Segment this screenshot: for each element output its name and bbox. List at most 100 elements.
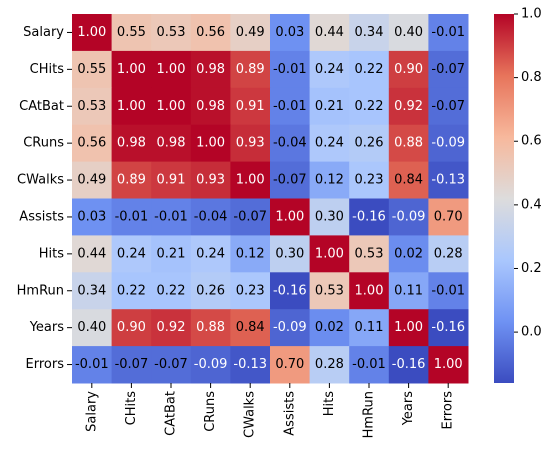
cell <box>270 161 311 199</box>
cell <box>309 124 350 163</box>
cell <box>270 124 311 163</box>
cell-label: 0.24 <box>196 246 225 261</box>
colorbar-tick-label: 1.0 <box>521 7 542 22</box>
cell <box>309 309 350 347</box>
cell-label: -0.01 <box>352 357 386 372</box>
cell <box>72 198 113 236</box>
cell-label: 0.90 <box>117 320 146 335</box>
x-tick-label: CHits <box>124 391 139 426</box>
y-tick-label: Assists <box>19 209 64 224</box>
cell-label: 0.22 <box>355 99 384 114</box>
cell <box>270 309 311 347</box>
cell <box>349 198 390 236</box>
cell <box>230 346 271 384</box>
cell <box>230 235 271 273</box>
cell-label: 1.00 <box>355 283 384 298</box>
cell-label: 0.40 <box>77 320 106 335</box>
cell <box>190 235 231 273</box>
cell-label: 0.28 <box>315 357 344 372</box>
cell-label: 0.53 <box>355 246 384 261</box>
cell <box>388 235 429 273</box>
cell-label: 0.03 <box>275 25 304 40</box>
cell <box>349 124 390 163</box>
cell <box>309 346 350 384</box>
cell-label: 0.30 <box>315 209 344 224</box>
cell-label: 0.28 <box>434 246 463 261</box>
cell-label: -0.16 <box>392 357 426 372</box>
cell <box>72 346 113 384</box>
cell <box>270 346 311 384</box>
cell <box>309 87 350 126</box>
cell-label: 0.24 <box>315 62 344 77</box>
cell <box>111 272 152 310</box>
cell <box>428 272 469 310</box>
cell-label: -0.01 <box>273 99 307 114</box>
cell <box>349 272 390 310</box>
cell-label: 0.03 <box>77 209 106 224</box>
cell <box>428 14 469 52</box>
cell-label: 0.88 <box>394 136 423 151</box>
cell <box>151 235 192 273</box>
cell-label: -0.07 <box>115 357 149 372</box>
cell <box>111 161 152 199</box>
cell <box>349 161 390 199</box>
cell <box>72 235 113 273</box>
cell <box>151 14 192 52</box>
cell-label: 0.84 <box>394 173 423 188</box>
cell-label: 0.53 <box>77 99 106 114</box>
cell <box>111 50 152 89</box>
cell <box>309 50 350 89</box>
cell <box>230 124 271 163</box>
cell <box>230 50 271 89</box>
cell-label: -0.16 <box>273 283 307 298</box>
cell-label: 0.93 <box>196 173 225 188</box>
x-tick-label: Hits <box>322 391 337 416</box>
x-tick-label: CAtBat <box>164 391 179 436</box>
cell <box>349 346 390 384</box>
cell <box>388 124 429 163</box>
y-tick-label: CHits <box>30 62 65 77</box>
cell <box>309 272 350 310</box>
cell-label: 0.91 <box>236 99 265 114</box>
cell-label: -0.07 <box>431 99 465 114</box>
cell <box>151 161 192 199</box>
cell <box>270 87 311 126</box>
cell <box>111 346 152 384</box>
colorbar-tick-label: 0.2 <box>521 261 542 276</box>
cell-label: 0.84 <box>236 320 265 335</box>
cell-label: 0.98 <box>196 99 225 114</box>
cell-label: 0.53 <box>315 283 344 298</box>
cell-label: 0.34 <box>77 283 106 298</box>
cell-label: -0.01 <box>75 357 109 372</box>
cell <box>428 87 469 126</box>
cell <box>72 87 113 126</box>
y-tick-label: Hits <box>39 246 64 261</box>
cell-label: -0.04 <box>273 136 307 151</box>
cell-label: -0.16 <box>431 320 465 335</box>
cell-label: 1.00 <box>157 62 186 77</box>
cell <box>190 14 231 52</box>
cell <box>72 272 113 310</box>
colorbar-tick-label: 0.0 <box>521 325 542 340</box>
cell-label: 0.26 <box>196 283 225 298</box>
cell <box>151 346 192 384</box>
cell-label: 0.12 <box>236 246 265 261</box>
cell <box>388 346 429 384</box>
cell <box>388 87 429 126</box>
x-tick-label: HmRun <box>362 391 377 438</box>
cell <box>428 50 469 89</box>
x-tick-label: Years <box>401 391 416 427</box>
cell <box>309 198 350 236</box>
cell-label: 0.44 <box>315 25 344 40</box>
cell-label: 0.49 <box>236 25 265 40</box>
cell <box>428 161 469 199</box>
cell <box>270 198 311 236</box>
cell-label: -0.09 <box>431 136 465 151</box>
y-tick-label: CRuns <box>23 136 64 151</box>
cell <box>190 87 231 126</box>
colorbar-tick-label: 0.4 <box>521 197 542 212</box>
cell <box>151 50 192 89</box>
y-tick-label: HmRun <box>17 283 64 298</box>
cell-label: -0.07 <box>154 357 188 372</box>
